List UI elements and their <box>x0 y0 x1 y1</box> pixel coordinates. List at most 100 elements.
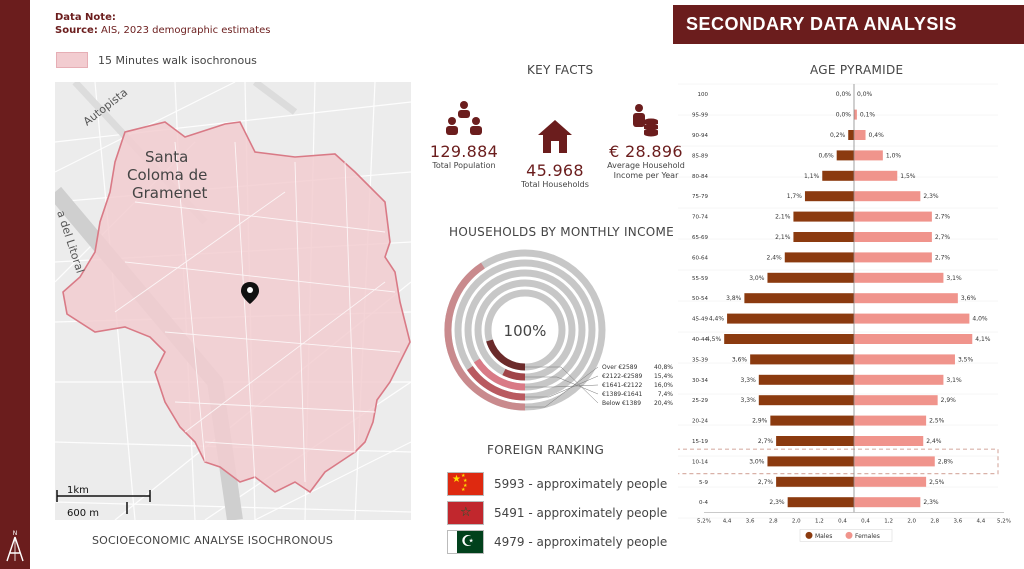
x-tick-label: 5,2% <box>697 518 711 524</box>
left-brand-bar <box>0 0 30 569</box>
female-bar <box>854 497 921 508</box>
map-canvas: Santa Coloma de Gramenet Autopista a del… <box>55 82 411 520</box>
female-value-label: 2,8% <box>938 458 954 465</box>
isochrone-legend-label: 15 Minutes walk isochronous <box>98 53 257 67</box>
female-bar <box>854 374 944 385</box>
age-category-label: 60-64 <box>692 255 708 261</box>
house-icon <box>538 120 572 153</box>
income-ring-arc <box>486 339 526 371</box>
pakistan-flag-icon: ☪ <box>447 530 484 554</box>
households-label: Total Households <box>521 180 589 189</box>
female-bar <box>854 170 898 181</box>
age-category-label: 25-29 <box>692 398 708 404</box>
female-bar <box>854 232 932 242</box>
legend-females-swatch <box>845 531 853 539</box>
male-value-label: 2,7% <box>758 438 774 445</box>
female-bar <box>854 211 932 222</box>
age-pyramid-chart: 100 0,0% 0,0% 95-99 0,0% 0,1% 90-94 0,2% 0,4% 85-… <box>678 83 1011 542</box>
rank-row-3: ☪ 4979 - approximately people <box>447 530 667 554</box>
male-bar <box>836 150 854 161</box>
map-caption: SOCIOECONOMIC ANALYSE ISOCHRONOUS <box>92 534 334 547</box>
female-value-label: 2,4% <box>926 438 942 445</box>
city-label-line3: Gramenet <box>132 184 208 202</box>
female-value-label: 4,1% <box>975 336 991 343</box>
income-center-label: 100% <box>504 322 547 340</box>
age-category-label: 35-39 <box>692 357 708 363</box>
male-value-label: 2,1% <box>775 234 791 241</box>
male-value-label: 3,8% <box>726 295 742 302</box>
female-value-label: 2,9% <box>941 397 957 404</box>
x-tick-label: 3,6 <box>746 518 755 524</box>
income-legend-value: 20,4% <box>654 400 673 407</box>
age-category-label: 5-9 <box>699 480 708 486</box>
location-pin-icon[interactable] <box>241 282 259 304</box>
data-note: Data Note: Source: AIS, 2023 demographic… <box>55 11 270 37</box>
scale-m-label: 600 m <box>67 508 99 519</box>
female-value-label: 2,7% <box>935 214 951 221</box>
female-value-label: 3,5% <box>958 356 974 363</box>
female-bar <box>854 476 927 487</box>
isochrone-legend: 15 Minutes walk isochronous <box>56 52 257 68</box>
income-leader-line <box>525 366 599 408</box>
x-tick-label: 2,8 <box>769 518 778 524</box>
female-bar <box>854 354 955 365</box>
age-category-label: 15-19 <box>692 439 708 445</box>
male-bar <box>758 374 854 385</box>
legend-males-label: Males <box>815 533 832 540</box>
income-legend-value: 40,8% <box>654 364 673 371</box>
male-bar <box>776 476 854 487</box>
female-value-label: 2,3% <box>923 193 939 200</box>
female-bar <box>854 334 973 344</box>
x-tick-label: 2,0 <box>792 518 801 524</box>
male-bar <box>744 293 854 304</box>
banner-title: SECONDARY DATA ANALYSIS <box>673 5 1024 44</box>
fact-households: 45.968 Total Households <box>512 161 598 190</box>
china-flag-icon: ★ ★ ★ ★ ★ <box>447 472 484 496</box>
female-bar <box>854 109 857 120</box>
income-ring-arc <box>444 262 526 411</box>
x-tick-label: 4,4 <box>977 518 986 524</box>
rank-row-1: ★ ★ ★ ★ ★ 5993 - approximately people <box>447 472 667 496</box>
x-tick-label: 2,8 <box>930 518 939 524</box>
male-bar <box>784 252 854 263</box>
female-bar <box>854 415 927 426</box>
male-bar <box>787 497 854 508</box>
x-tick-label: 4,4 <box>723 518 732 524</box>
male-value-label: 3,6% <box>732 356 748 363</box>
male-value-label: 0,2% <box>830 132 846 139</box>
female-value-label: 0,0% <box>857 91 873 98</box>
households-value: 45.968 <box>526 161 584 180</box>
income-ring-chart: Over €2589 40,8% €2122-€2589 15,4% €1641-€21… <box>444 249 673 411</box>
x-tick-label: 3,6 <box>953 518 962 524</box>
x-tick-label: 1,2 <box>815 518 824 524</box>
male-bar <box>848 130 854 140</box>
female-bar <box>854 252 932 263</box>
foreign-ranking-title: FOREIGN RANKING <box>487 443 605 457</box>
x-tick-label: 1,2 <box>884 518 893 524</box>
income-leader-line <box>525 366 599 404</box>
male-bar <box>767 456 854 467</box>
income-label-line2: Income per Year <box>613 171 679 180</box>
female-bar <box>854 456 935 467</box>
data-note-title: Data Note: <box>55 12 116 23</box>
age-category-label: 75-79 <box>692 194 708 200</box>
income-ring-arc <box>473 358 526 391</box>
female-bar <box>854 293 958 304</box>
age-category-label: 45-49 <box>692 317 708 323</box>
key-facts-title: KEY FACTS <box>527 63 594 77</box>
income-chart-title: HOUSEHOLDS BY MONTHLY INCOME <box>449 225 675 239</box>
source-label: Source: <box>55 25 98 36</box>
income-label-line1: Average Household <box>607 161 685 170</box>
rank-row-1-text: 5993 - approximately people <box>494 477 668 491</box>
male-value-label: 3,0% <box>749 458 765 465</box>
isochrone-map[interactable]: Santa Coloma de Gramenet Autopista a del… <box>55 82 411 520</box>
male-bar <box>793 211 854 222</box>
male-bar <box>770 415 854 426</box>
person-coins-icon <box>633 104 658 137</box>
scale-km-label: 1km <box>67 485 89 496</box>
people-icon <box>446 101 482 135</box>
age-category-label: 85-89 <box>692 153 708 159</box>
male-value-label: 4,4% <box>709 316 725 323</box>
female-value-label: 1,0% <box>886 152 902 159</box>
age-category-label: 30-34 <box>692 378 708 384</box>
